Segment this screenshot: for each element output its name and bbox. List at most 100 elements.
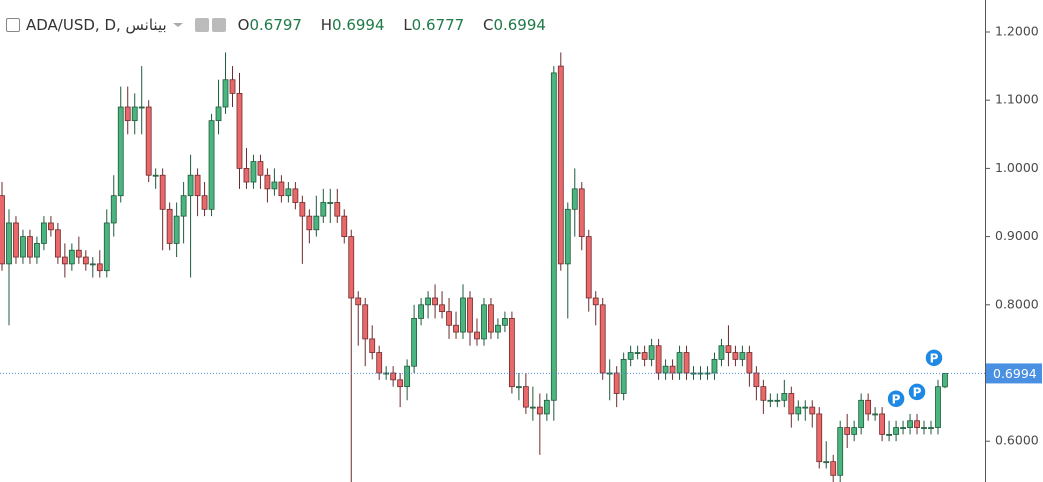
- candle-body: [613, 372, 620, 394]
- candle-body: [0, 195, 5, 265]
- candle-body: [103, 222, 110, 272]
- candle-body: [886, 433, 892, 436]
- candle-body: [725, 345, 732, 353]
- candle-body: [117, 106, 124, 197]
- candle-body: [208, 120, 215, 210]
- candle-body: [746, 352, 753, 374]
- candle-body: [795, 406, 802, 415]
- high-label: H: [320, 16, 333, 34]
- candle-body: [921, 427, 927, 429]
- candle-body: [816, 413, 823, 463]
- candle-body: [257, 161, 264, 176]
- collapse-button[interactable]: [6, 18, 20, 32]
- candle-body: [564, 208, 571, 265]
- candle-body: [306, 215, 313, 231]
- candle-body: [320, 202, 327, 217]
- marker-circle: [924, 348, 944, 368]
- candle-body: [131, 106, 138, 122]
- candle-body: [383, 372, 390, 375]
- candle-body: [474, 331, 480, 340]
- candle-body: [96, 263, 103, 272]
- y-tick-label: 1.0000: [995, 160, 1039, 175]
- candle-body: [124, 106, 131, 122]
- candle-body: [802, 406, 809, 409]
- candle-body: [788, 393, 795, 415]
- candle-body: [166, 208, 173, 244]
- candle-body: [851, 427, 858, 435]
- candle-body: [68, 249, 75, 265]
- candle-body: [641, 352, 648, 360]
- y-tick-label: 1.1000: [995, 92, 1039, 107]
- low-value: 0.6777: [411, 16, 465, 34]
- marker-label: P: [930, 351, 939, 365]
- candle-body: [655, 345, 662, 374]
- candle-body: [20, 236, 26, 258]
- ohlc: O0.6797 H0.6994 L0.6777 C0.6994: [238, 16, 546, 34]
- candle-body: [271, 181, 278, 190]
- event-marker[interactable]: P: [907, 382, 927, 402]
- candle-body: [711, 358, 718, 374]
- candle-body: [914, 420, 920, 428]
- candle-body: [159, 174, 166, 210]
- open-label: O: [237, 16, 250, 34]
- candle-body: [250, 161, 257, 183]
- candle-body: [299, 202, 306, 217]
- y-tick-label: 0.6000: [995, 433, 1039, 448]
- symbol-title[interactable]: ADA/USD, D, بينانس: [26, 16, 167, 34]
- candle-body: [327, 202, 334, 204]
- candle-body: [515, 386, 522, 389]
- candle-body: [138, 106, 145, 109]
- candle-body: [928, 427, 934, 429]
- candle-body: [893, 427, 899, 435]
- candle-body: [529, 406, 536, 409]
- candle-body: [61, 256, 68, 265]
- candle-body: [425, 297, 431, 306]
- candle-body: [879, 413, 886, 435]
- visibility-button[interactable]: [194, 18, 209, 32]
- candle-body: [509, 318, 515, 388]
- candle-body: [446, 311, 452, 326]
- candle-body: [355, 297, 362, 306]
- candle-body: [837, 427, 844, 476]
- high-value: 0.6994: [332, 16, 385, 34]
- candle-body: [89, 263, 96, 266]
- candle-body: [264, 174, 271, 190]
- candle-body: [830, 461, 837, 476]
- candle-body: [571, 188, 578, 210]
- candle-body: [585, 236, 592, 299]
- event-marker[interactable]: P: [924, 348, 944, 368]
- candle-body: [376, 352, 383, 374]
- candle-body: [145, 106, 152, 176]
- candle-body: [292, 188, 299, 203]
- open-value: 0.6797: [249, 16, 302, 34]
- candle-body: [739, 352, 746, 360]
- candle-body: [599, 304, 606, 374]
- candle-body: [495, 324, 501, 333]
- candle-body: [648, 345, 655, 360]
- candle-body: [390, 372, 397, 381]
- candle-body: [704, 372, 711, 375]
- candle-body: [41, 222, 47, 244]
- candle-body: [278, 181, 285, 197]
- candle-body: [397, 379, 404, 388]
- dropdown-caret[interactable]: [171, 20, 185, 30]
- candle-body: [369, 338, 376, 353]
- candle-body: [453, 324, 459, 333]
- price-label: 0.6994: [993, 366, 1037, 381]
- event-marker[interactable]: P: [886, 389, 906, 409]
- candle-body: [341, 215, 348, 238]
- marker-label: P: [913, 385, 922, 399]
- marker-circle: [886, 389, 906, 409]
- candle-body: [858, 399, 865, 428]
- candle-body: [285, 188, 292, 197]
- candle-body: [313, 215, 320, 231]
- candle-body: [110, 195, 117, 224]
- candle-body: [243, 167, 250, 183]
- candle-body: [362, 304, 369, 340]
- candle-body: [592, 297, 599, 306]
- marker-circle: [907, 382, 927, 402]
- settings-button[interactable]: [211, 18, 226, 32]
- candle-body: [229, 79, 236, 94]
